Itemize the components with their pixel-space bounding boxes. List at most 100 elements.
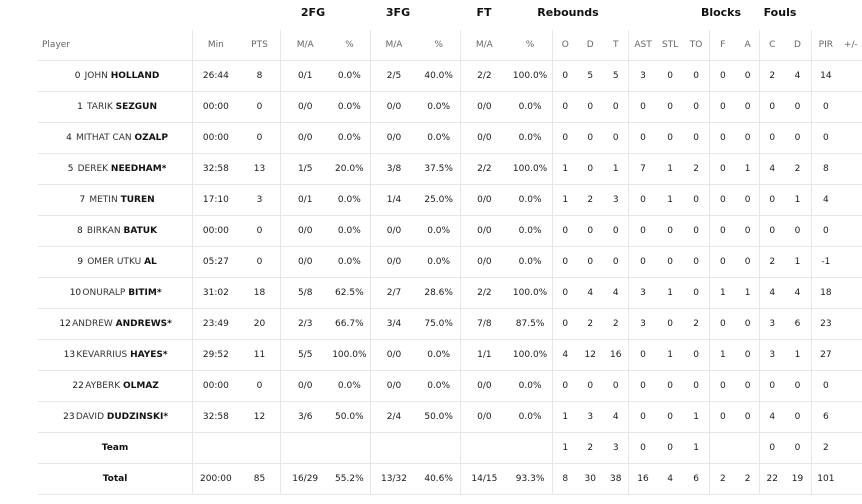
player-cell[interactable]: 5 DEREK NEEDHAM* [38, 153, 193, 185]
stat-fg2-pct: 0.0% [329, 246, 371, 278]
stat-d: 0 [577, 91, 604, 123]
stat-to: 0 [683, 339, 710, 371]
player-row[interactable]: 23DAVID DUDZINSKI* 32:58 12 3/6 50.0% 2/4 50.0… [38, 401, 862, 433]
stat-c: 0 [759, 184, 785, 216]
player-cell[interactable]: 13KEVARRIUS HAYES* [38, 339, 193, 371]
col-header-2fg-pct[interactable]: % [329, 30, 371, 61]
col-header-3fg-ma[interactable]: M/A [385, 40, 403, 50]
player-cell[interactable]: 7 METIN TUREN [38, 184, 193, 216]
player-cell[interactable]: 1 TARIK SEZGUN [38, 91, 193, 123]
stat-pir: 27 [811, 339, 840, 371]
stat-min: 32:58 [192, 401, 239, 433]
player-last-name[interactable]: ANDREWS [115, 319, 168, 329]
stat-ft-ma: 2/2 [460, 277, 508, 309]
player-cell[interactable]: 9 OMER UTKU AL [38, 246, 193, 278]
stat-ft-ma: 0/0 [460, 122, 508, 154]
player-last-name[interactable]: BITIM [128, 288, 157, 298]
player-last-name[interactable]: NEEDHAM [110, 164, 162, 174]
stat-c: 0 [759, 370, 785, 402]
stat-dfoul: 0 [784, 122, 812, 154]
stat-fg3-pct: 75.0% [417, 308, 461, 340]
player-row[interactable]: 10ONURALP BITIM* 31:02 18 5/8 62.5% 2/7 28.6% 2… [38, 277, 862, 309]
col-header-foul-c[interactable]: C [769, 40, 776, 50]
col-header-foul-d[interactable]: D [784, 30, 812, 61]
player-row[interactable]: 13KEVARRIUS HAYES* 29:52 11 5/5 100.0% 0/0 0.0… [38, 339, 862, 371]
stat-fg2-ma: 0/0 [280, 370, 330, 402]
player-row[interactable]: 0 JOHN HOLLAND 26:44 8 0/1 0.0% 2/5 40.0% 2/2 100… [38, 60, 862, 92]
col-header-stl[interactable]: STL [661, 40, 679, 50]
stat-to: 2 [683, 153, 710, 185]
player-cell[interactable]: 10ONURALP BITIM* [38, 277, 193, 309]
player-last-name[interactable]: AL [144, 257, 157, 267]
player-cell[interactable]: 4 MITHAT CAN OZALP [38, 122, 193, 154]
player-row[interactable]: 22AYBERK OLMAZ 00:00 0 0/0 0.0% 0/0 0.0% 0/0 0.0… [38, 370, 862, 402]
player-last-name[interactable]: HOLLAND [110, 71, 160, 81]
col-header-player[interactable]: Player [38, 30, 193, 61]
player-last-name[interactable]: DUDZINSKI [106, 412, 164, 422]
col-header-2fg-ma[interactable]: M/A [296, 40, 314, 50]
stat-t: 0 [603, 91, 630, 123]
stat-pir: 6 [811, 401, 840, 433]
stat-pts: 0 [238, 91, 282, 123]
stat-f: 0 [709, 401, 736, 433]
stat-ast: 0 [628, 339, 657, 371]
player-first-name: METIN [89, 195, 118, 205]
player-cell[interactable]: 0 JOHN HOLLAND [38, 60, 193, 92]
player-last-name[interactable]: BATUK [123, 226, 158, 236]
player-cell[interactable]: 12ANDREW ANDREWS* [38, 308, 193, 340]
col-header-to[interactable]: TO [683, 30, 710, 61]
stat-t: 0 [603, 122, 630, 154]
stat-c: 0 [759, 91, 785, 123]
stat-ast: 0 [628, 91, 657, 123]
player-last-name[interactable]: HAYES [130, 350, 163, 360]
stat-t: 1 [603, 153, 630, 185]
stat-f: 0 [709, 308, 736, 340]
player-row[interactable]: 4 MITHAT CAN OZALP 00:00 0 0/0 0.0% 0/0 0.0% 0/0… [38, 122, 862, 154]
stat-t: 4 [603, 277, 630, 309]
player-cell[interactable]: 8 BIRKAN BATUK [38, 215, 193, 247]
player-cell[interactable]: 22AYBERK OLMAZ [38, 370, 193, 402]
stat-pts: 0 [238, 122, 282, 154]
stat-fg2-pct: 0.0% [329, 91, 371, 123]
stat-dfoul: 0 [784, 215, 812, 247]
stat-fg2-pct: 55.2% [329, 463, 371, 495]
player-last-name[interactable]: TUREN [120, 195, 155, 205]
player-row[interactable]: 9 OMER UTKU AL 05:27 0 0/0 0.0% 0/0 0.0% 0/0 0.0%… [38, 246, 862, 278]
player-last-name[interactable]: OLMAZ [123, 381, 159, 391]
stat-pir: 14 [811, 60, 840, 92]
header-row: Player Min PTS M/A % M/A % M/A % O D T A… [38, 30, 862, 61]
player-row[interactable]: 1 TARIK SEZGUN 00:00 0 0/0 0.0% 0/0 0.0% 0/0 0.0%… [38, 91, 862, 123]
player-first-name: DEREK [77, 164, 109, 174]
col-header-ast[interactable]: AST [634, 40, 652, 50]
col-header-ft-pct[interactable]: % [507, 30, 554, 61]
player-last-name[interactable]: SEZGUN [115, 102, 158, 112]
stat-fg3-pct: 25.0% [417, 184, 461, 216]
col-header-reb-d[interactable]: D [586, 40, 594, 50]
col-header-ft-ma[interactable]: M/A [475, 40, 493, 50]
player-row[interactable]: 5 DEREK NEEDHAM* 32:58 13 1/5 20.0% 3/8 37.5% 2/… [38, 153, 862, 185]
player-row[interactable]: 8 BIRKAN BATUK 00:00 0 0/0 0.0% 0/0 0.0% 0/0 0.0%… [38, 215, 862, 247]
col-header-reb-t[interactable]: T [603, 30, 630, 61]
col-header-reb-o[interactable]: O [561, 40, 569, 50]
player-row[interactable]: 12ANDREW ANDREWS* 23:49 20 2/3 66.7% 3/4 75.0%… [38, 308, 862, 340]
stat-ft-ma: 2/2 [460, 60, 508, 92]
col-header-min[interactable]: Min [207, 40, 224, 50]
col-header-pir[interactable]: PIR [818, 40, 834, 50]
stat-f: 0 [709, 122, 736, 154]
player-row[interactable]: 7 METIN TUREN 17:10 3 0/1 0.0% 1/4 25.0% 0/0 0.0%… [38, 184, 862, 216]
stat-ft-ma: 0/0 [460, 91, 508, 123]
col-header-plus-minus[interactable]: +/- [843, 40, 858, 50]
stat-dfoul: 1 [784, 184, 812, 216]
col-header-blk-a[interactable]: A [735, 30, 761, 61]
col-header-blk-f[interactable]: F [720, 40, 726, 50]
stat-fg2-ma: 0/1 [280, 60, 330, 92]
col-header-pts[interactable]: PTS [238, 30, 282, 61]
team-row-label-cell: Team [38, 432, 193, 464]
player-number: 8 [77, 226, 83, 236]
stat-pm [839, 215, 862, 247]
player-cell[interactable]: 23DAVID DUDZINSKI* [38, 401, 193, 433]
stat-stl: 1 [656, 184, 684, 216]
col-header-3fg-pct[interactable]: % [417, 30, 461, 61]
player-last-name[interactable]: OZALP [134, 133, 169, 143]
